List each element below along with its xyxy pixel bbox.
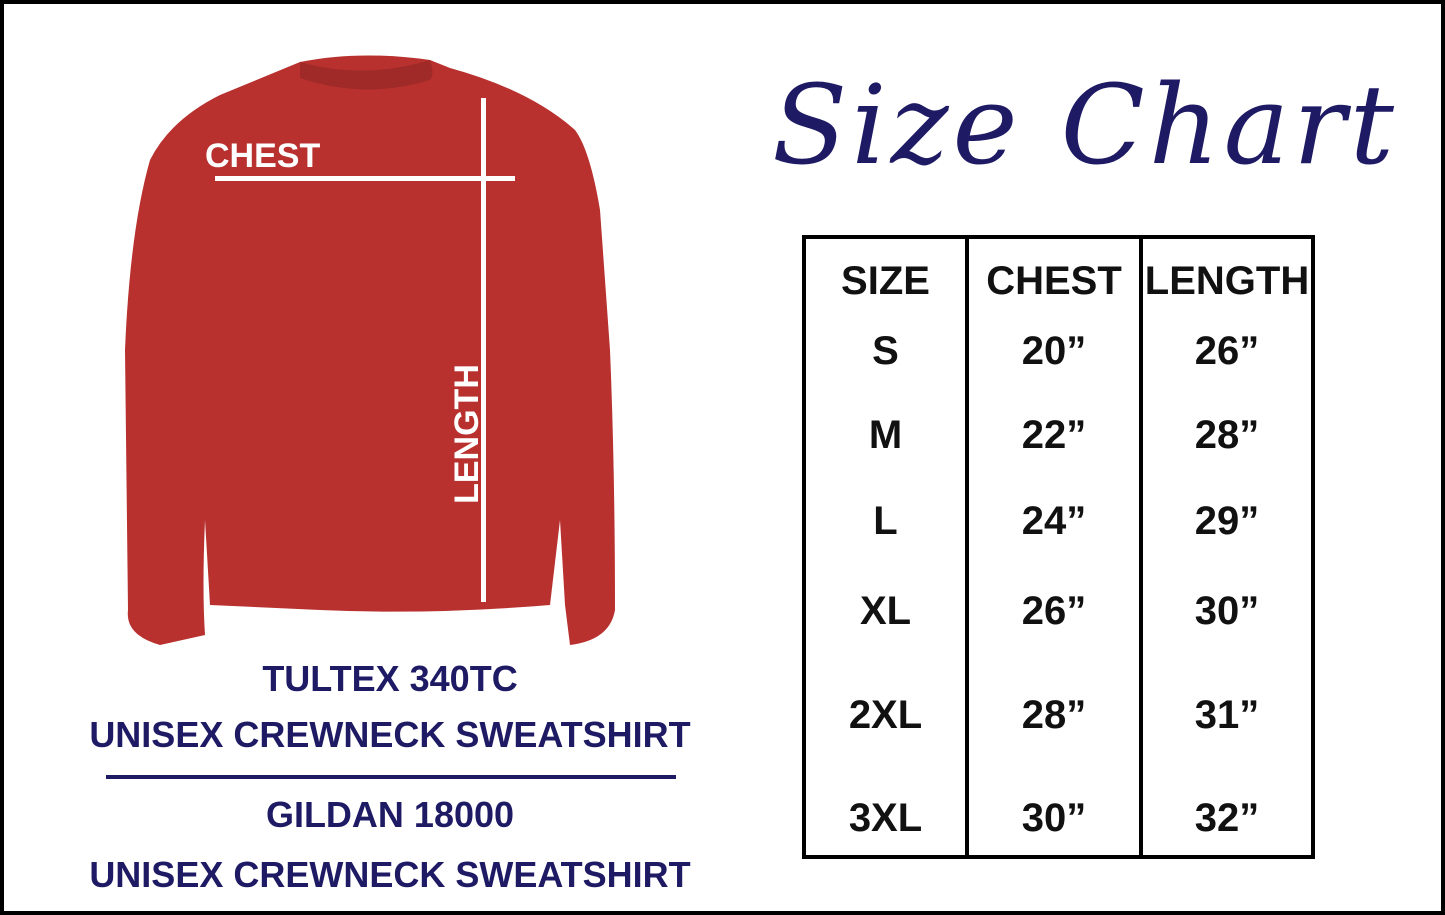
- product-2-brand: GILDAN 18000: [265, 794, 515, 835]
- table-cell: 30”: [1194, 589, 1260, 633]
- table-cell: 20”: [1021, 329, 1087, 373]
- table-cell: 26”: [1021, 589, 1087, 633]
- sweatshirt-body: [125, 55, 615, 646]
- table-cell: 28”: [1021, 693, 1087, 737]
- column-divider: [965, 239, 969, 855]
- size-table: SIZE CHEST LENGTH S 20” 26” M 22” 28” L 24” 29” XL 26…: [802, 235, 1315, 859]
- table-cell: 31”: [1194, 693, 1260, 737]
- product-1-name: UNISEX CREWNECK SWEATSHIRT: [89, 714, 691, 755]
- table-cell: L: [873, 499, 898, 543]
- size-chart-title: Size Chart: [772, 61, 1398, 189]
- table-cell: 24”: [1021, 499, 1087, 543]
- table-cell: 29”: [1194, 499, 1260, 543]
- collar: [300, 60, 433, 90]
- column-divider: [1139, 239, 1143, 855]
- column-header: CHEST: [986, 259, 1122, 303]
- table-cell: S: [872, 329, 899, 373]
- table-cell: M: [868, 413, 903, 457]
- length-label: LENGTH: [448, 364, 486, 504]
- table-cell: 3XL: [848, 796, 923, 840]
- product-2-name: UNISEX CREWNECK SWEATSHIRT: [89, 854, 691, 895]
- chest-measure-line: [215, 176, 515, 181]
- chest-label: CHEST: [205, 137, 321, 175]
- column-header: SIZE: [841, 259, 930, 303]
- table-cell: 28”: [1194, 413, 1260, 457]
- table-cell: 30”: [1021, 796, 1087, 840]
- table-cell: 22”: [1021, 413, 1087, 457]
- table-cell: 32”: [1194, 796, 1260, 840]
- length-measure-line: [481, 98, 486, 602]
- column-header: LENGTH: [1144, 259, 1310, 303]
- sweatshirt-illustration: [125, 55, 615, 646]
- table-cell: 26”: [1194, 329, 1260, 373]
- product-1-brand: TULTEX 340TC: [262, 658, 518, 699]
- product-divider: [106, 775, 676, 779]
- table-cell: XL: [859, 589, 912, 633]
- table-cell: 2XL: [848, 693, 923, 737]
